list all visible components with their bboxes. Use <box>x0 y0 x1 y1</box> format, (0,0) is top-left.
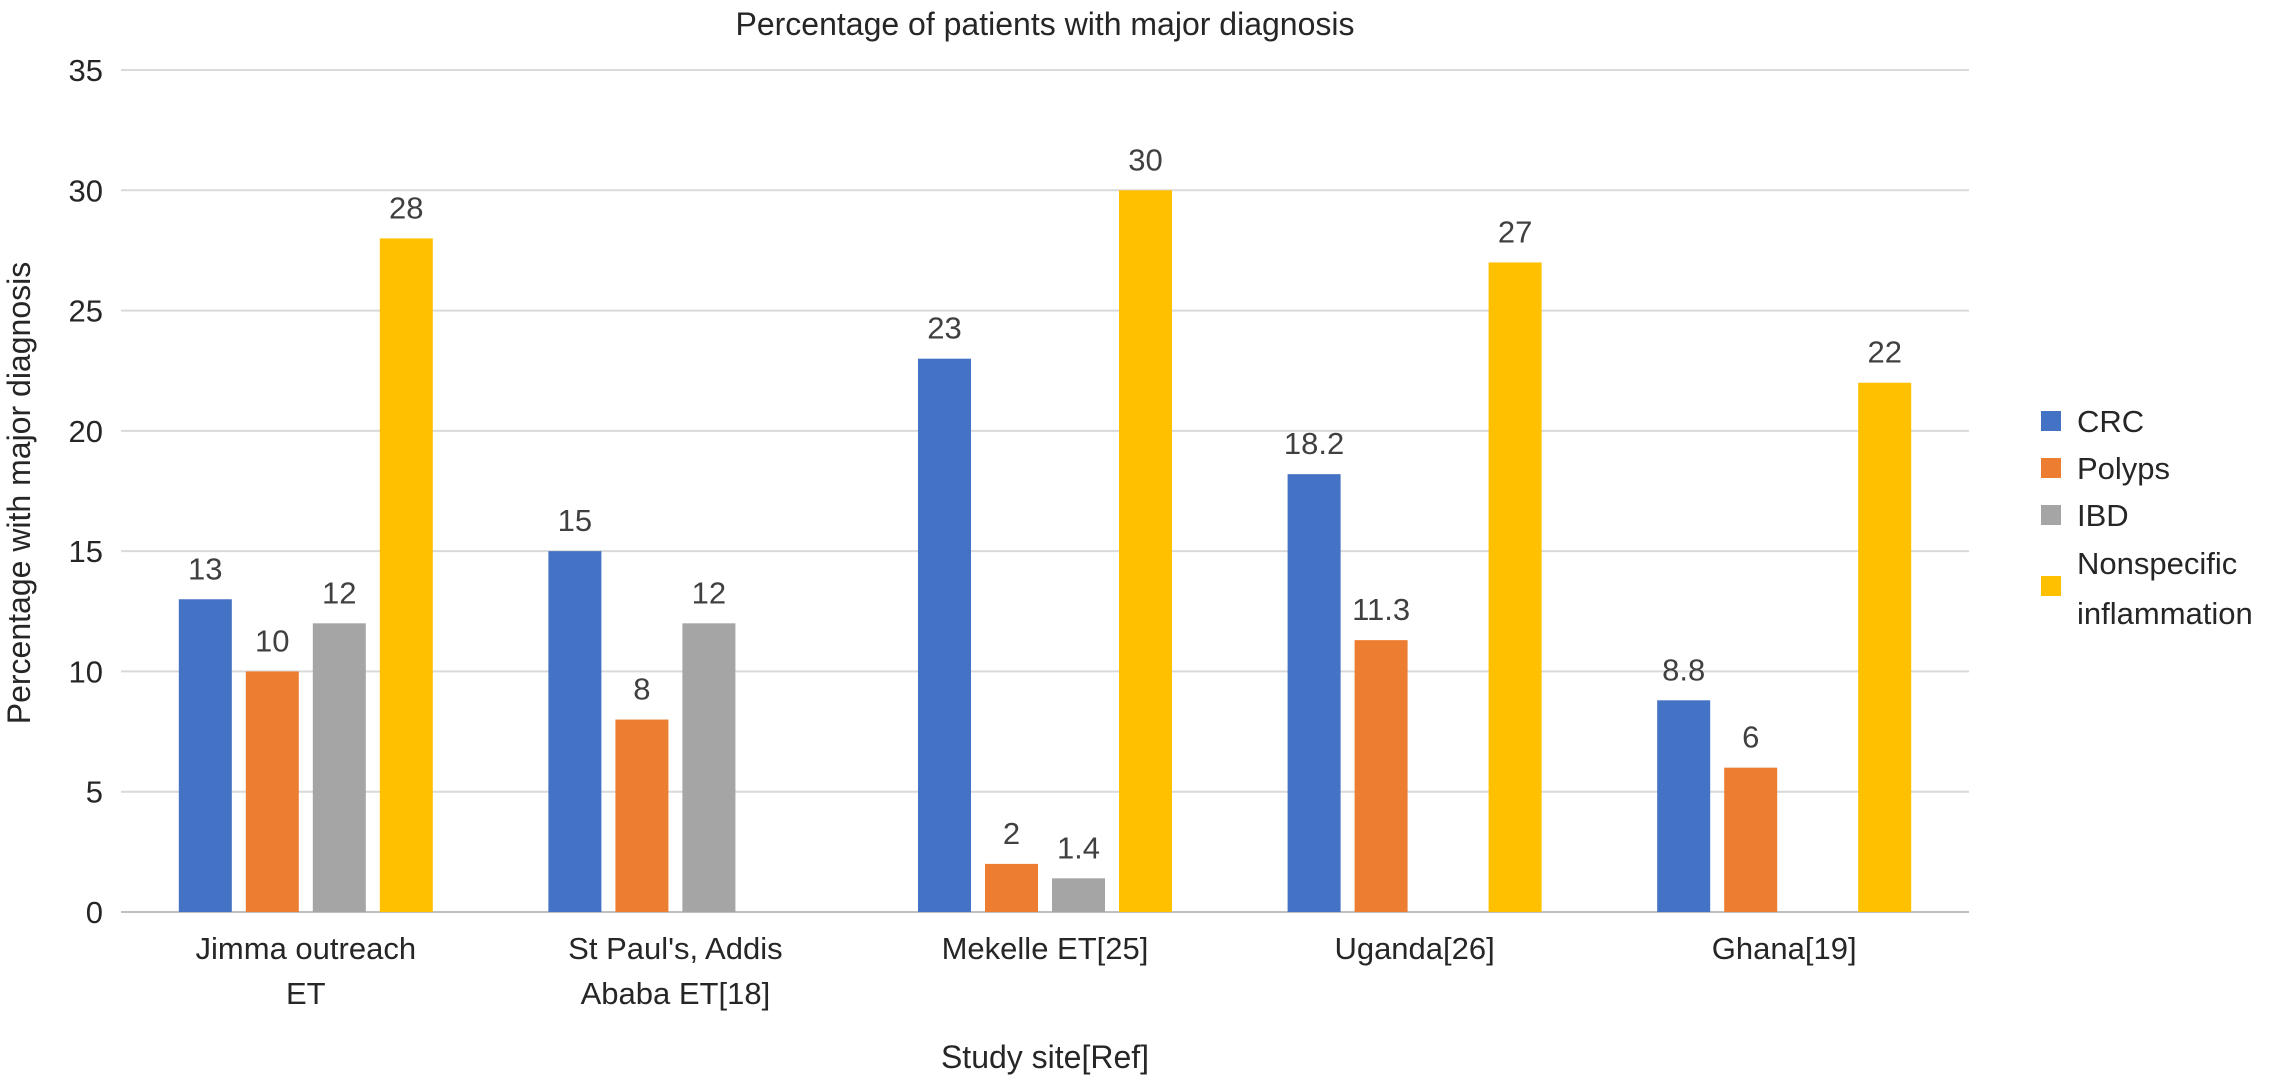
chart-title: Percentage of patients with major diagno… <box>735 6 1354 42</box>
bar-nonspecific-inflammation <box>1119 190 1172 913</box>
data-label: 8 <box>633 672 650 707</box>
y-tick-label: 25 <box>69 294 103 329</box>
data-label: 8.8 <box>1662 652 1705 687</box>
data-label: 13 <box>188 551 222 586</box>
y-tick-label: 20 <box>69 414 103 449</box>
bar-crc <box>178 599 232 912</box>
bar-polyps <box>615 719 669 912</box>
legend-label: CRC <box>2077 404 2144 439</box>
data-label: 27 <box>1498 214 1532 249</box>
legend-swatch <box>2041 505 2061 525</box>
data-label: 12 <box>692 575 726 610</box>
data-label: 18.2 <box>1284 426 1344 461</box>
bar-crc <box>1287 474 1341 912</box>
legend-swatch <box>2041 411 2061 431</box>
data-label: 30 <box>1128 142 1162 177</box>
data-label: 28 <box>389 190 423 225</box>
legend-label: IBD <box>2077 498 2129 533</box>
legend-label: Nonspecific inflammation <box>2077 546 2253 631</box>
y-tick-label: 0 <box>86 895 103 930</box>
y-tick-label: 5 <box>86 775 103 810</box>
data-label: 10 <box>255 623 289 658</box>
y-tick-label: 10 <box>69 654 103 689</box>
data-label: 6 <box>1742 720 1759 755</box>
y-tick-label: 35 <box>69 53 103 88</box>
bar-crc <box>1657 700 1711 912</box>
data-label: 1.4 <box>1057 830 1100 865</box>
x-tick-label: Mekelle ET[25] <box>942 931 1149 966</box>
y-tick-label: 15 <box>69 534 103 569</box>
bar-polyps <box>245 671 299 912</box>
x-tick-label: St Paul's, Addis Ababa ET[18] <box>568 931 782 1011</box>
legend: CRC Polyps IBD Nonspecific inflammation <box>2041 404 2253 631</box>
data-label: 15 <box>558 503 592 538</box>
bar-nonspecific-inflammation <box>379 238 433 912</box>
x-tick-label: Uganda[26] <box>1334 931 1494 966</box>
data-labels: 13 10 12 28 15 8 12 23 2 1.4 30 18.2 11.3 27 8.8 6 22 <box>188 142 1902 865</box>
x-tick-label: Jimma outreach ET <box>196 931 417 1011</box>
legend-swatch <box>2041 576 2061 596</box>
bar-crc <box>918 358 971 913</box>
x-axis-title: Study site[Ref] <box>941 1039 1149 1075</box>
x-tick-label: Ghana[19] <box>1712 931 1857 966</box>
legend-label: Polyps <box>2077 451 2170 486</box>
bar-crc <box>548 551 602 912</box>
bar-polyps <box>1354 640 1408 912</box>
bar-nonspecific-inflammation <box>1858 382 1912 912</box>
bar-ibd <box>1052 878 1105 912</box>
y-axis-title: Percentage with major diagnosis <box>1 262 37 724</box>
x-axis-ticks: Jimma outreach ET St Paul's, Addis Ababa ET… <box>196 931 1857 1011</box>
legend-swatch <box>2041 458 2061 478</box>
data-label: 22 <box>1867 335 1901 370</box>
bar-ibd <box>682 623 736 912</box>
data-label: 12 <box>322 575 356 610</box>
y-axis-ticks: 0 5 10 15 20 25 30 35 <box>69 53 103 930</box>
data-label: 23 <box>927 311 961 346</box>
bar-nonspecific-inflammation <box>1488 262 1542 912</box>
bar-polyps <box>1724 767 1778 912</box>
bar-ibd <box>312 623 366 912</box>
data-label: 11.3 <box>1352 592 1410 627</box>
bars <box>178 190 1912 913</box>
y-tick-label: 30 <box>69 173 103 208</box>
bar-polyps <box>985 863 1038 912</box>
data-label: 2 <box>1003 816 1020 851</box>
